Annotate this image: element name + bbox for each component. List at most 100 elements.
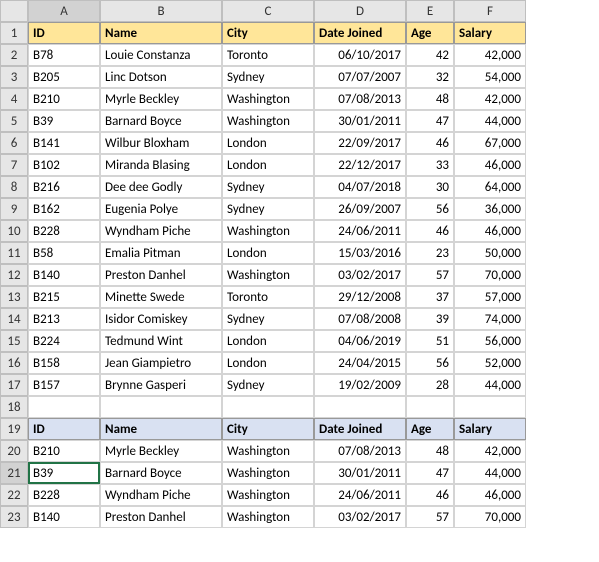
row-header-21[interactable]: 21: [0, 462, 28, 484]
cell-B18[interactable]: [100, 396, 222, 418]
header-table1-age[interactable]: Age: [406, 22, 454, 44]
row-header-18[interactable]: 18: [0, 396, 28, 418]
row-header-17[interactable]: 17: [0, 374, 28, 396]
cell-id[interactable]: B228: [28, 220, 100, 242]
row-header-23[interactable]: 23: [0, 506, 28, 528]
col-header-C[interactable]: C: [222, 0, 314, 22]
cell-age[interactable]: 48: [406, 440, 454, 462]
cell-city[interactable]: Sydney: [222, 66, 314, 88]
cell-age[interactable]: 47: [406, 462, 454, 484]
cell-id[interactable]: B210: [28, 440, 100, 462]
header-table1-city[interactable]: City: [222, 22, 314, 44]
col-header-E[interactable]: E: [406, 0, 454, 22]
cell-age[interactable]: 48: [406, 88, 454, 110]
cell-name[interactable]: Tedmund Wint: [100, 330, 222, 352]
cell-city[interactable]: Sydney: [222, 374, 314, 396]
row-header-4[interactable]: 4: [0, 88, 28, 110]
row-header-5[interactable]: 5: [0, 110, 28, 132]
cell-name[interactable]: Dee dee Godly: [100, 176, 222, 198]
cell-date[interactable]: 19/02/2009: [314, 374, 406, 396]
cell-age[interactable]: 47: [406, 110, 454, 132]
cell-salary[interactable]: 46,000: [454, 154, 526, 176]
cell-date[interactable]: 24/06/2011: [314, 484, 406, 506]
cell-salary[interactable]: 44,000: [454, 462, 526, 484]
cell-date[interactable]: 22/09/2017: [314, 132, 406, 154]
cell-name[interactable]: Myrle Beckley: [100, 440, 222, 462]
cell-F18[interactable]: [454, 396, 526, 418]
cell-age[interactable]: 46: [406, 132, 454, 154]
cell-E18[interactable]: [406, 396, 454, 418]
row-header-10[interactable]: 10: [0, 220, 28, 242]
cell-salary[interactable]: 46,000: [454, 220, 526, 242]
cell-name[interactable]: Minette Swede: [100, 286, 222, 308]
cell-salary[interactable]: 42,000: [454, 44, 526, 66]
cell-name[interactable]: Barnard Boyce: [100, 110, 222, 132]
cell-A18[interactable]: [28, 396, 100, 418]
cell-city[interactable]: Sydney: [222, 308, 314, 330]
cell-salary[interactable]: 36,000: [454, 198, 526, 220]
cell-date[interactable]: 07/08/2013: [314, 440, 406, 462]
cell-age[interactable]: 46: [406, 484, 454, 506]
cell-date[interactable]: 22/12/2017: [314, 154, 406, 176]
cell-name[interactable]: Wyndham Piche: [100, 220, 222, 242]
cell-name[interactable]: Emalia Pitman: [100, 242, 222, 264]
cell-id[interactable]: B205: [28, 66, 100, 88]
row-header-1[interactable]: 1: [0, 22, 28, 44]
cell-salary[interactable]: 44,000: [454, 374, 526, 396]
corner-cell[interactable]: [0, 0, 28, 22]
cell-date[interactable]: 07/08/2013: [314, 88, 406, 110]
cell-city[interactable]: Washington: [222, 484, 314, 506]
cell-id[interactable]: B140: [28, 264, 100, 286]
cell-city[interactable]: Washington: [222, 264, 314, 286]
cell-name[interactable]: Miranda Blasing: [100, 154, 222, 176]
cell-city[interactable]: Washington: [222, 462, 314, 484]
header-table2-city[interactable]: City: [222, 418, 314, 440]
cell-city[interactable]: London: [222, 330, 314, 352]
cell-city[interactable]: Washington: [222, 440, 314, 462]
cell-id[interactable]: B162: [28, 198, 100, 220]
cell-id[interactable]: B228: [28, 484, 100, 506]
cell-salary[interactable]: 70,000: [454, 264, 526, 286]
cell-id[interactable]: B140: [28, 506, 100, 528]
cell-age[interactable]: 57: [406, 264, 454, 286]
cell-name[interactable]: Preston Danhel: [100, 506, 222, 528]
cell-age[interactable]: 39: [406, 308, 454, 330]
cell-id[interactable]: B58: [28, 242, 100, 264]
row-header-19[interactable]: 19: [0, 418, 28, 440]
cell-name[interactable]: Wyndham Piche: [100, 484, 222, 506]
header-table1-name[interactable]: Name: [100, 22, 222, 44]
cell-date[interactable]: 04/06/2019: [314, 330, 406, 352]
cell-age[interactable]: 56: [406, 352, 454, 374]
row-header-9[interactable]: 9: [0, 198, 28, 220]
cell-date[interactable]: 03/02/2017: [314, 506, 406, 528]
cell-salary[interactable]: 74,000: [454, 308, 526, 330]
row-header-16[interactable]: 16: [0, 352, 28, 374]
cell-city[interactable]: Toronto: [222, 44, 314, 66]
cell-age[interactable]: 30: [406, 176, 454, 198]
cell-age[interactable]: 23: [406, 242, 454, 264]
cell-id[interactable]: B210: [28, 88, 100, 110]
row-header-22[interactable]: 22: [0, 484, 28, 506]
cell-id[interactable]: B78: [28, 44, 100, 66]
cell-salary[interactable]: 52,000: [454, 352, 526, 374]
cell-D18[interactable]: [314, 396, 406, 418]
cell-age[interactable]: 56: [406, 198, 454, 220]
cell-C18[interactable]: [222, 396, 314, 418]
cell-id[interactable]: B157: [28, 374, 100, 396]
cell-name[interactable]: Eugenia Polye: [100, 198, 222, 220]
row-header-12[interactable]: 12: [0, 264, 28, 286]
cell-id[interactable]: B39: [28, 462, 100, 484]
cell-salary[interactable]: 56,000: [454, 330, 526, 352]
header-table2-age[interactable]: Age: [406, 418, 454, 440]
cell-date[interactable]: 15/03/2016: [314, 242, 406, 264]
cell-age[interactable]: 28: [406, 374, 454, 396]
header-table1-salary[interactable]: Salary: [454, 22, 526, 44]
cell-id[interactable]: B158: [28, 352, 100, 374]
cell-city[interactable]: Washington: [222, 506, 314, 528]
cell-salary[interactable]: 42,000: [454, 88, 526, 110]
cell-age[interactable]: 42: [406, 44, 454, 66]
cell-salary[interactable]: 54,000: [454, 66, 526, 88]
cell-age[interactable]: 32: [406, 66, 454, 88]
col-header-D[interactable]: D: [314, 0, 406, 22]
header-table1-id[interactable]: ID: [28, 22, 100, 44]
